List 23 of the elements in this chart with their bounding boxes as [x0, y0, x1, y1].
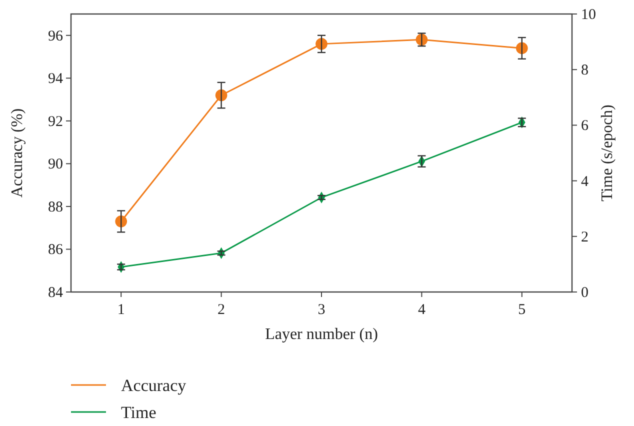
y2-tick-label: 8 [581, 62, 588, 79]
x-tick-label: 2 [218, 302, 226, 318]
x-tick-label: 1 [117, 302, 125, 318]
y2-axis-title: Time (s/epoch) [599, 104, 616, 202]
y2-tick-label: 6 [581, 118, 589, 134]
legend-label: Time [121, 403, 156, 422]
x-tick-label: 4 [418, 302, 426, 318]
y-tick-label: 90 [48, 156, 63, 173]
y-tick-label: 84 [48, 285, 64, 301]
x-tick-label: 5 [518, 302, 526, 318]
x-axis-title: Layer number (n) [265, 326, 378, 343]
y-tick-label: 88 [48, 199, 63, 216]
y2-tick-label: 0 [581, 285, 588, 301]
y-axis-title: Accuracy (%) [9, 108, 26, 198]
y-tick-label: 94 [48, 71, 64, 88]
y-tick-label: 92 [48, 114, 63, 130]
y-tick-label: 96 [48, 28, 64, 44]
y-tick-label: 86 [48, 242, 64, 258]
y2-tick-label: 4 [581, 174, 589, 190]
y2-tick-label: 2 [581, 229, 588, 246]
legend-label: Accuracy [121, 376, 187, 395]
x-tick-label: 3 [318, 302, 326, 318]
y2-tick-label: 10 [581, 7, 596, 23]
